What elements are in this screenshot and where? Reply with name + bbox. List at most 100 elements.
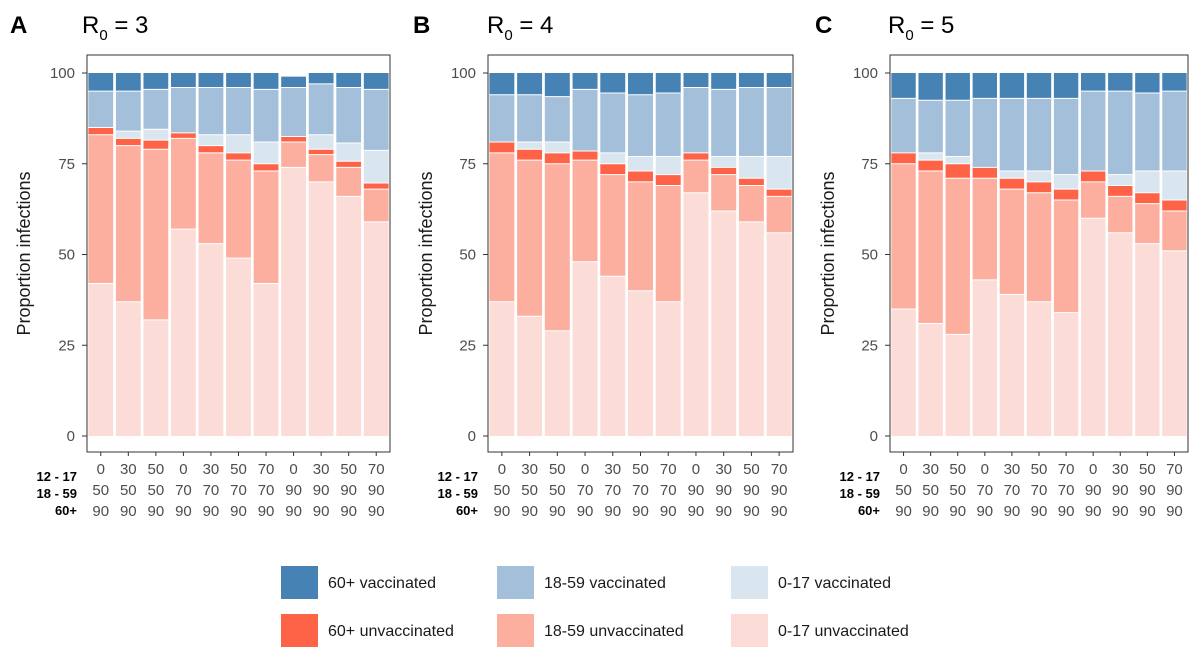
x-tick-label: 90 — [340, 482, 357, 499]
x-tick-label: 90 — [922, 503, 939, 520]
bar-segment — [253, 141, 279, 164]
x-tick-label: 90 — [715, 503, 732, 520]
x-tick-label: 70 — [1031, 482, 1048, 499]
bar-segment — [572, 89, 598, 152]
bar-segment — [683, 160, 709, 193]
x-tick-label: 90 — [120, 503, 137, 520]
y-tick-label: 50 — [459, 247, 476, 264]
x-tick-label: 90 — [660, 503, 677, 520]
x-tick-label: 70 — [258, 482, 275, 499]
bar-segment — [711, 210, 737, 436]
y-tick-label: 100 — [50, 65, 75, 82]
bar-segment — [1108, 91, 1133, 175]
bar-segment — [308, 149, 334, 155]
panel-letter: A — [10, 12, 27, 39]
bar-segment — [115, 73, 141, 92]
x-tick-label: 70 — [632, 482, 649, 499]
bar-segment — [1053, 98, 1079, 175]
bar-segment — [198, 87, 224, 135]
bar-segment — [628, 73, 653, 95]
bar-segment — [738, 178, 764, 186]
y-tick-label: 25 — [58, 337, 75, 354]
x-row-label: 12 - 17 — [438, 469, 478, 484]
x-tick-label: 90 — [285, 482, 302, 499]
x-tick-label: 90 — [368, 503, 385, 520]
legend-label: 18-59 vaccinated — [544, 575, 666, 592]
bar-segment — [226, 160, 251, 259]
bar-segment — [766, 196, 792, 233]
x-tick-label: 50 — [949, 482, 966, 499]
bar-segment — [972, 73, 998, 99]
bar-segment — [88, 91, 114, 128]
x-tick-label: 90 — [632, 503, 649, 520]
x-tick-label: 90 — [203, 503, 220, 520]
y-tick-label: 50 — [58, 247, 75, 264]
x-tick-label: 90 — [1085, 503, 1102, 520]
plot-border — [889, 54, 1189, 453]
x-tick-label: 90 — [949, 503, 966, 520]
y-axis-label: Proportion infections — [818, 171, 838, 335]
x-tick-label: 70 — [175, 482, 192, 499]
legend-swatch — [497, 566, 534, 599]
bar-segment — [1080, 91, 1106, 172]
y-tick-label: 0 — [67, 428, 75, 445]
panel-letter: C — [815, 12, 832, 39]
x-tick-label: 50 — [521, 482, 538, 499]
bar-segment — [226, 152, 251, 161]
bar-segment — [628, 181, 653, 291]
x-tick-label: 30 — [604, 461, 621, 478]
bar-segment — [1108, 185, 1133, 197]
x-tick-label: 90 — [577, 503, 594, 520]
bar-segment — [891, 98, 916, 153]
bar-segment — [88, 134, 114, 284]
x-tick-label: 50 — [632, 461, 649, 478]
x-tick-label: 90 — [743, 503, 760, 520]
x-tick-label: 90 — [1112, 482, 1129, 499]
bar-segment — [171, 138, 196, 230]
x-tick-label: 30 — [521, 461, 538, 478]
bar-segment — [281, 167, 306, 436]
bar-segment — [1162, 73, 1187, 92]
bar-segment — [1080, 218, 1106, 436]
x-tick-label: 50 — [148, 482, 165, 499]
x-tick-label: 70 — [258, 461, 275, 478]
bar-segment — [945, 334, 970, 436]
x-tick-label: 30 — [313, 461, 330, 478]
bar-segment — [1135, 192, 1160, 204]
bar-segment — [363, 150, 389, 183]
bar-segment — [171, 132, 196, 139]
bar-segment — [1108, 174, 1133, 186]
bar-segment — [918, 152, 943, 161]
bar-segment — [999, 171, 1025, 179]
bar-segment — [1162, 250, 1187, 436]
panel-title: R0 = 4 — [487, 12, 553, 44]
bar-segment — [766, 87, 792, 157]
bar-segment — [143, 89, 169, 130]
bar-segment — [1108, 196, 1133, 233]
panel-letter: B — [413, 12, 430, 39]
x-row-label: 60+ — [858, 503, 880, 518]
bar-segment — [945, 178, 970, 335]
bar-segment — [517, 160, 543, 317]
bar-segment — [1080, 171, 1106, 182]
x-tick-label: 70 — [1058, 461, 1075, 478]
bar-segment — [517, 141, 543, 150]
bar-segment — [143, 129, 169, 141]
legend-swatch — [497, 614, 534, 647]
bar-segment — [489, 301, 515, 436]
bar-segment — [115, 138, 141, 146]
bar-segment — [115, 131, 141, 139]
bar-segment — [308, 154, 334, 182]
bar-segment — [517, 149, 543, 161]
bar-segment — [336, 167, 362, 197]
y-tick-label: 50 — [861, 247, 878, 264]
x-row-label: 18 - 59 — [438, 486, 478, 501]
bar-segment — [1053, 73, 1079, 99]
bar-segment — [336, 87, 362, 144]
x-tick-label: 30 — [120, 461, 137, 478]
x-tick-label: 50 — [549, 461, 566, 478]
x-tick-label: 70 — [230, 482, 247, 499]
bar-segment — [1053, 312, 1079, 436]
